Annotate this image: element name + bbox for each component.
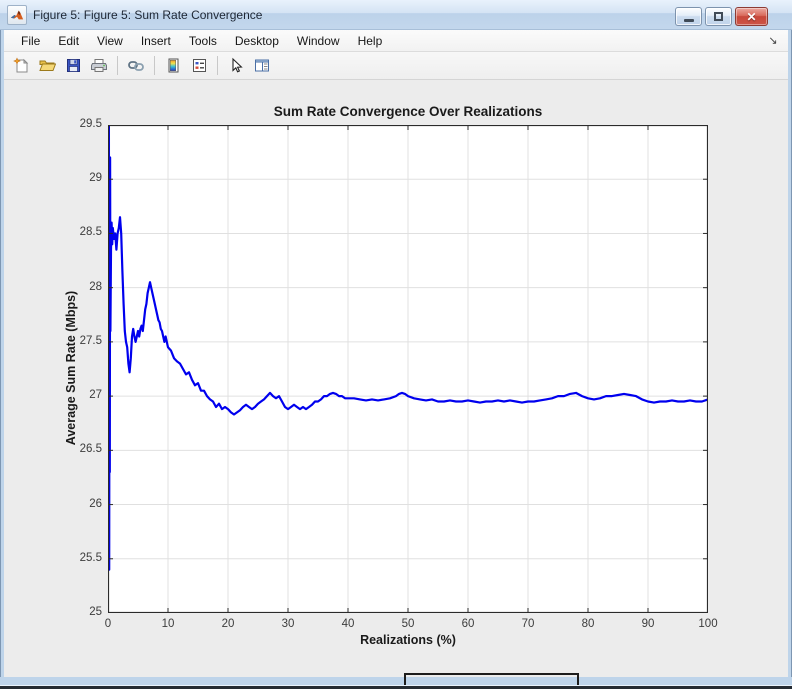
chart-svg: [108, 125, 708, 613]
chart-title: Sum Rate Convergence Over Realizations: [273, 104, 543, 119]
minimize-button[interactable]: [675, 7, 702, 26]
series-line: [108, 125, 708, 571]
open-folder-icon: [39, 60, 56, 71]
menu-item-window[interactable]: Window: [296, 33, 340, 48]
window-title: Figure 5: Figure 5: Sum Rate Convergence: [33, 7, 263, 22]
save-icon: [66, 59, 80, 72]
x-tick-label: 20: [221, 618, 235, 630]
x-tick-label: 30: [281, 618, 295, 630]
x-tick-label: 100: [698, 618, 718, 630]
menu-item-file[interactable]: File: [21, 33, 41, 48]
menu-item-view[interactable]: View: [97, 33, 123, 48]
plot-area: [108, 125, 708, 613]
window-bottom-highlight: [0, 685, 792, 686]
menu-item-desktop[interactable]: Desktop: [234, 33, 279, 48]
edit-plot-button[interactable]: [224, 54, 248, 77]
menu-bar: File Edit View Insert Tools Desktop Window Help…: [4, 30, 788, 52]
x-tick-label: 0: [104, 618, 112, 630]
printer-icon: [91, 59, 107, 72]
arrow-cursor-icon: [232, 57, 243, 73]
x-tick-label: 40: [341, 618, 355, 630]
background-window-edge: [404, 673, 579, 689]
property-editor-icon: [255, 59, 269, 72]
x-tick-label: 10: [161, 618, 175, 630]
minimize-icon: [683, 19, 694, 22]
menu-item-edit[interactable]: Edit: [58, 33, 80, 48]
y-tick-label: 25.5: [79, 551, 102, 564]
toolbar-separator: [217, 56, 218, 75]
x-tick-label: 80: [581, 618, 595, 630]
new-figure-button[interactable]: [9, 54, 33, 77]
y-tick-label: 29: [89, 172, 102, 185]
menu-item-help[interactable]: Help: [357, 33, 383, 48]
legend-icon: [192, 59, 206, 72]
y-tick-label: 28.5: [79, 226, 102, 239]
maximize-button[interactable]: [705, 7, 732, 26]
y-axis-label: Average Sum Rate (Mbps): [64, 290, 78, 446]
title-bar[interactable]: Figure 5: Figure 5: Sum Rate Convergence…: [0, 0, 792, 30]
toolbar-separator: [154, 56, 155, 75]
toolbar-separator: [117, 56, 118, 75]
property-editor-button[interactable]: [250, 54, 274, 77]
menu-item-tools[interactable]: Tools: [188, 33, 217, 48]
x-tick-label: 90: [641, 618, 655, 630]
x-tick-label: 60: [461, 618, 475, 630]
y-tick-label: 26: [89, 497, 102, 510]
close-button[interactable]: ✕: [735, 7, 768, 26]
toolbar: [4, 52, 788, 80]
menu-item-insert[interactable]: Insert: [140, 33, 171, 48]
insert-legend-button[interactable]: [187, 54, 211, 77]
y-tick-label: 28: [89, 280, 102, 293]
x-tick-label: 70: [521, 618, 535, 630]
dock-figure-icon[interactable]: ↘: [768, 35, 778, 47]
link-plot-button[interactable]: [124, 54, 148, 77]
close-icon: ✕: [746, 9, 757, 24]
y-tick-label: 25: [89, 606, 102, 618]
new-figure-icon: [12, 57, 28, 73]
save-figure-button[interactable]: [61, 54, 85, 77]
insert-colorbar-button[interactable]: [161, 54, 185, 77]
open-file-button[interactable]: [35, 54, 59, 77]
y-tick-label: 26.5: [79, 443, 102, 456]
y-tick-label: 27: [89, 389, 102, 402]
x-axis-label: Realizations (%): [360, 633, 456, 647]
background-window-line: [0, 686, 792, 689]
y-tick-label: 27.5: [79, 334, 102, 347]
y-tick-label: 29.5: [79, 118, 102, 130]
print-figure-button[interactable]: [87, 54, 111, 77]
matlab-logo-icon: [7, 4, 27, 25]
maximize-icon: [714, 12, 723, 21]
link-icon: [128, 61, 144, 71]
colorbar-icon: [168, 58, 178, 73]
x-tick-label: 50: [401, 618, 415, 630]
